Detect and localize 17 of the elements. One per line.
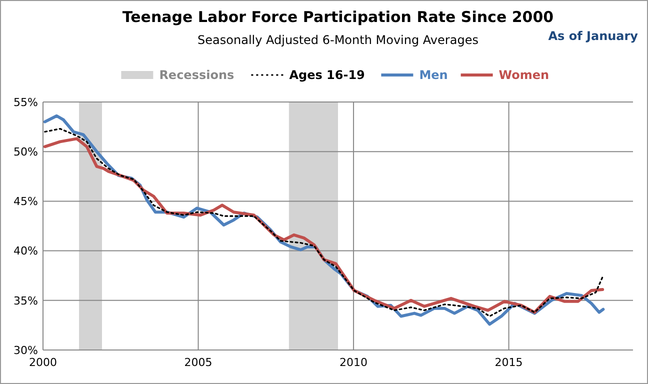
legend-label: Recessions (159, 68, 234, 82)
x-tick-label: 2015 (494, 356, 523, 369)
y-tick-label: 35% (14, 294, 38, 308)
x-tick-label: 2010 (340, 356, 368, 369)
chart-subtitle: Seasonally Adjusted 6-Month Moving Averages (198, 33, 478, 47)
legend-label: Ages 16-19 (289, 68, 365, 82)
y-tick-label: 50% (14, 145, 38, 158)
x-tick-label: 2005 (184, 356, 212, 369)
x-tick-label: 2000 (29, 356, 57, 369)
legend-label: Women (498, 68, 550, 82)
y-tick-label: 30% (14, 344, 38, 357)
text: As of January (548, 29, 638, 43)
y-tick-label: 55% (14, 96, 38, 109)
y-tick-label: 40% (14, 244, 38, 258)
chart-title: Teenage Labor Force Participation Rate Since 2000 (122, 8, 554, 26)
legend-label: Men (419, 68, 448, 82)
y-tick-label: 45% (14, 195, 38, 208)
